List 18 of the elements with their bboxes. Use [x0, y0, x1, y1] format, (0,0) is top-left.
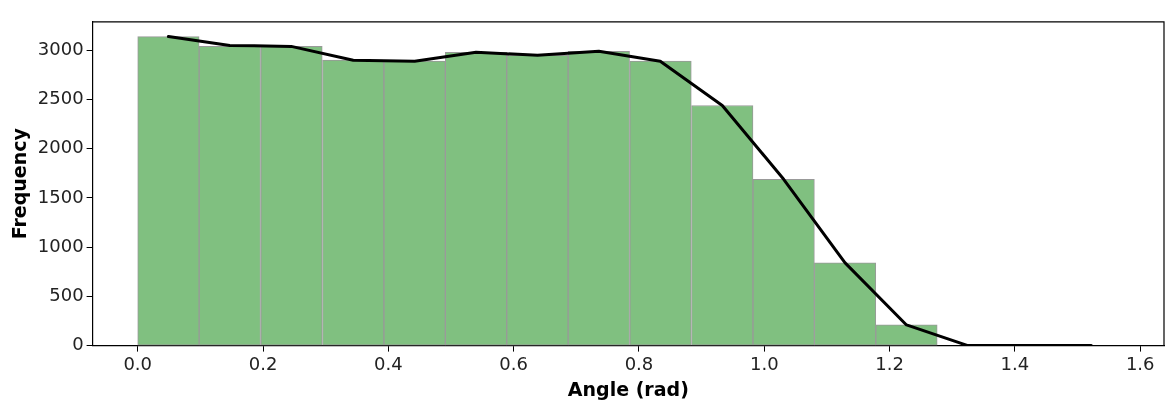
x-tick-label: 0.2 — [248, 353, 278, 375]
x-tick-label: 0.6 — [499, 353, 528, 375]
x-tick-label: 1.6 — [1125, 353, 1155, 375]
x-tick-label: 0.8 — [624, 353, 654, 375]
x-tick-label: 1.2 — [875, 353, 904, 375]
y-tick-label: 1500 — [37, 185, 84, 207]
y-tick-label: 500 — [49, 284, 84, 306]
x-tick-label: 0.0 — [123, 353, 153, 375]
x-tick-label: 1.4 — [1000, 353, 1030, 375]
y-tick-label: 2000 — [37, 136, 84, 158]
y-tick-label: 0 — [72, 333, 84, 355]
y-tick-label: 3000 — [37, 38, 84, 60]
x-tick-label: 0.4 — [374, 353, 403, 375]
y-tick-label: 2500 — [37, 87, 84, 109]
y-tick-label: 1000 — [37, 234, 84, 256]
x-axis-title: Angle (rad) — [567, 377, 689, 400]
x-tick-label: 1.0 — [749, 353, 779, 375]
y-axis-title: Frequency — [8, 127, 31, 240]
